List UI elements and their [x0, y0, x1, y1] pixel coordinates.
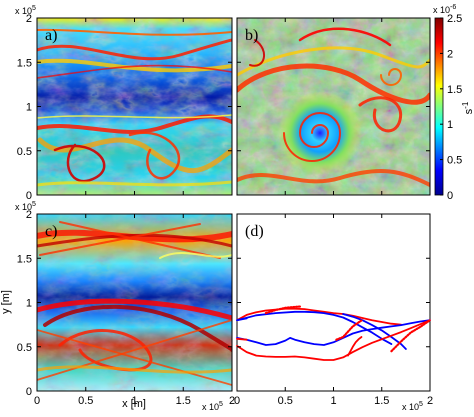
x-tick-label: 2 — [427, 395, 433, 407]
colorbar-tick-label: 1.5 — [447, 84, 462, 96]
trajectory-line-10 — [390, 319, 432, 353]
y-tick-label: 0 — [26, 386, 32, 398]
y-tick-label: 1 — [26, 298, 32, 310]
x-tick-label: 0.5 — [278, 395, 293, 407]
x-tick-label: 1 — [330, 395, 336, 407]
panel-c-x-exponent: x 105 — [202, 401, 223, 412]
panel-a-label: a) — [45, 27, 57, 44]
colorbar-tick-label: 0.5 — [447, 155, 462, 167]
panel-d-x-exponent: x 105 — [402, 401, 423, 412]
panel-b-axes — [236, 17, 431, 196]
panel-d-label: (d) — [245, 223, 264, 240]
panel-b: b) — [236, 17, 431, 196]
x-tick-label: 0 — [234, 395, 240, 407]
y-tick-label: 2 — [26, 13, 32, 25]
x-tick-label: 0 — [34, 395, 40, 407]
y-tick-label: 0.5 — [17, 146, 32, 158]
y-tick-label: 1 — [26, 102, 32, 114]
colorbar-tick-label: 1 — [447, 119, 453, 131]
trajectory-line-4 — [236, 319, 431, 361]
trajectory-line-1 — [236, 310, 393, 346]
colorbar-ticks: 0 0.5 1 1.5 2 2.5 — [440, 13, 462, 202]
panel-c-x-label: x [m] — [122, 398, 146, 410]
panel-c-y-exponent: x 105 — [15, 201, 36, 212]
x-tick-label: 2 — [229, 395, 235, 407]
panel-b-field — [237, 18, 430, 195]
panel-c-y-label: y [m] — [0, 290, 12, 314]
x-tick-label: 1 — [131, 395, 137, 407]
panel-c-field — [37, 214, 232, 391]
x-tick-label: 1.5 — [374, 395, 389, 407]
panel-d: (d) 0 0.5 1 1.5 2 x 105 — [234, 213, 433, 412]
x-tick-label: 0.5 — [78, 395, 93, 407]
y-tick-label: 0.5 — [17, 342, 32, 354]
colorbar-tick-label: 0 — [447, 190, 453, 202]
x-tick-label: 1.5 — [176, 395, 191, 407]
panel-d-lines — [236, 305, 432, 361]
trajectory-line-8 — [264, 305, 302, 315]
panel-a: a) 0 0.5 1 1.5 2 x 105 — [15, 5, 233, 202]
panel-d-axes: 0 0.5 1 1.5 2 — [234, 213, 433, 407]
y-tick-label: 1.5 — [17, 253, 32, 265]
trajectory-line-2 — [236, 319, 431, 346]
y-tick-label: 0 — [26, 190, 32, 202]
panel-a-field — [37, 18, 232, 195]
trajectory-line-7 — [236, 337, 248, 341]
trajectory-line-0 — [236, 307, 403, 326]
panel-c-axes: 0 0.5 1 1.5 2 0 0.5 1 1.5 2 — [17, 209, 235, 407]
trajectory-line-6 — [236, 317, 248, 322]
colorbar-tick-label: 2 — [447, 48, 453, 60]
colorbar-tick-label: 2.5 — [447, 13, 462, 25]
colorbar-unit: s-1 — [461, 101, 474, 114]
trajectory-line-9 — [335, 318, 364, 341]
panel-c: c) 0 0.5 1 1.5 200.511.52 x 105 x 105 x [m] … — [0, 201, 235, 412]
colorbar-exponent: x 10-6 — [433, 4, 456, 15]
trajectory-line-5 — [347, 336, 363, 357]
panel-a-axes: 0 0.5 1 1.5 2 — [17, 13, 233, 202]
y-tick-label: 2 — [26, 209, 32, 221]
colorbar-scale — [434, 17, 444, 196]
colorbar: 0 0.5 1 1.5 2 2.5 x 10-6 s-1 — [433, 4, 474, 202]
y-tick-label: 1.5 — [17, 57, 32, 69]
panel-d-frame — [236, 213, 431, 392]
panel-b-label: b) — [245, 27, 258, 44]
panel-c-label: c) — [45, 223, 57, 240]
panel-a-y-exponent: x 105 — [15, 5, 36, 16]
